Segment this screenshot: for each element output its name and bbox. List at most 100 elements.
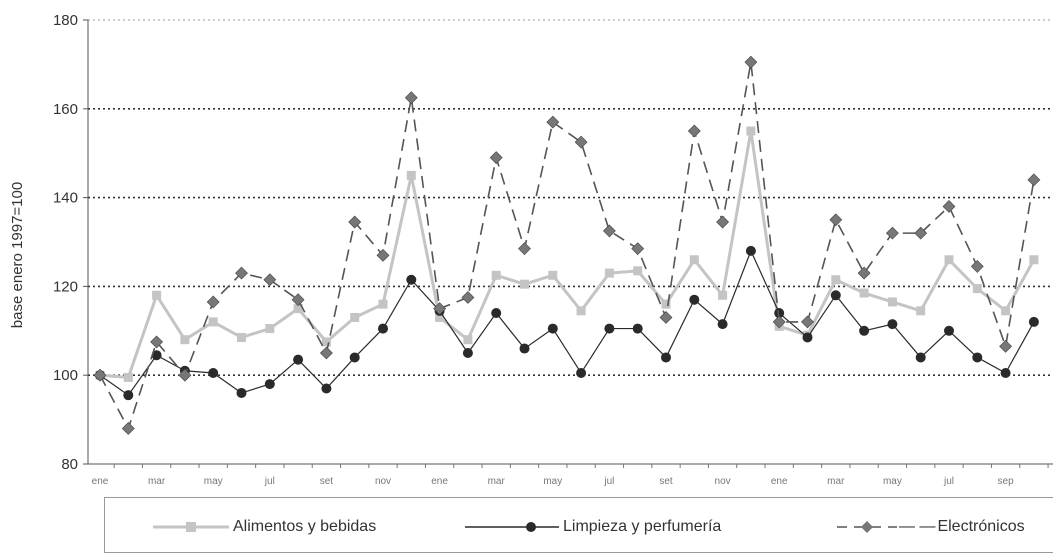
y-axis-label: base enero 1997=100	[9, 182, 26, 328]
point-alimentos	[208, 317, 218, 327]
point-electronicos	[404, 91, 418, 105]
x-tick-label: jul	[264, 476, 275, 487]
point-electronicos	[546, 115, 560, 129]
point-electronicos	[291, 293, 305, 307]
point-alimentos	[1029, 255, 1039, 265]
series-line-alimentos	[99, 129, 1036, 379]
x-tick-label: set	[659, 476, 673, 487]
point-limpieza	[321, 383, 332, 394]
point-alimentos	[180, 335, 190, 345]
point-limpieza	[519, 343, 530, 354]
point-electronicos	[461, 291, 475, 304]
x-tick-label: ene	[92, 476, 109, 487]
point-limpieza	[944, 325, 954, 336]
x-tick-label: mar	[148, 476, 166, 487]
point-electronicos	[829, 213, 843, 227]
point-electronicos	[178, 368, 192, 382]
point-electronicos	[376, 248, 390, 262]
y-tick-label: 100	[53, 367, 78, 384]
point-limpieza	[972, 352, 983, 363]
point-alimentos	[944, 255, 954, 265]
series-electronicos	[93, 55, 1041, 435]
x-tick-label: nov	[715, 476, 731, 487]
point-electronicos	[1027, 173, 1041, 187]
point-electronicos	[772, 315, 786, 329]
y-tick-label: 180	[53, 12, 78, 29]
point-electronicos	[999, 339, 1013, 353]
series-alimentos	[95, 126, 1039, 382]
point-limpieza	[859, 325, 870, 336]
point-limpieza	[774, 308, 785, 319]
point-alimentos	[548, 270, 558, 280]
point-alimentos	[746, 126, 756, 136]
point-alimentos	[406, 170, 416, 180]
point-electronicos	[970, 259, 984, 273]
point-limpieza	[661, 352, 671, 363]
point-limpieza	[236, 387, 247, 398]
legend-swatch-electronicos	[837, 521, 897, 533]
point-alimentos	[265, 324, 275, 334]
point-electronicos	[235, 266, 248, 280]
point-limpieza	[264, 379, 275, 390]
point-alimentos	[350, 312, 360, 322]
point-alimentos	[887, 297, 897, 307]
point-limpieza	[462, 348, 473, 358]
x-tick-label: ene	[771, 476, 788, 487]
point-alimentos	[604, 268, 614, 278]
point-electronicos	[433, 302, 447, 316]
point-limpieza	[491, 308, 502, 319]
point-alimentos	[491, 270, 501, 280]
x-tick-label: mar	[827, 476, 845, 487]
point-electronicos	[914, 226, 928, 240]
point-alimentos	[689, 255, 699, 265]
y-tick-label: 140	[53, 190, 78, 207]
series-line-limpieza	[99, 250, 1035, 396]
legend-label-electronicos: Electrónicos	[937, 518, 1025, 535]
point-limpieza	[830, 290, 841, 301]
legend-swatch-alimentos	[153, 522, 229, 532]
legend-item-electronicos: — — Electrónicos	[835, 516, 1025, 538]
point-alimentos	[831, 275, 841, 285]
point-electronicos	[93, 368, 107, 382]
point-limpieza	[604, 323, 615, 334]
point-limpieza	[293, 354, 304, 365]
point-electronicos	[263, 273, 277, 287]
point-limpieza	[689, 294, 700, 305]
y-tick-label: 120	[53, 278, 78, 295]
point-alimentos	[378, 299, 388, 309]
point-limpieza	[887, 319, 898, 330]
point-alimentos	[661, 299, 671, 309]
point-limpieza	[1028, 316, 1039, 327]
series-limpieza	[95, 245, 1039, 401]
point-electronicos	[602, 224, 616, 238]
point-limpieza	[151, 350, 162, 361]
point-alimentos	[972, 284, 982, 294]
point-limpieza	[632, 323, 643, 334]
grid-lines	[88, 19, 1053, 377]
legend: Alimentos y bebidas Limpieza y perfumerí…	[104, 497, 1053, 553]
x-tick-label: may	[883, 476, 902, 487]
x-tick-label: nov	[375, 476, 391, 487]
x-tick-label: set	[320, 476, 334, 487]
point-electronicos	[744, 55, 758, 69]
y-tick-labels: 80 100 120 140 160 180	[53, 12, 78, 473]
point-electronicos	[348, 215, 362, 229]
point-alimentos	[633, 266, 643, 276]
series-line-electronicos	[99, 61, 1035, 430]
point-alimentos	[237, 332, 246, 342]
legend-label-limpieza: Limpieza y perfumería	[563, 518, 722, 535]
point-electronicos	[121, 422, 135, 435]
point-alimentos	[1001, 306, 1011, 316]
x-tick-labels: ene mar may jul set nov ene mar may jul set nov ene m…	[92, 476, 1014, 487]
axes	[83, 19, 1053, 468]
x-tick-label: may	[204, 476, 223, 487]
legend-prefix-electronicos: — —	[899, 518, 936, 535]
point-electronicos	[574, 135, 588, 149]
x-tick-label: jul	[943, 476, 954, 487]
point-limpieza	[123, 390, 134, 401]
point-electronicos	[942, 200, 956, 213]
point-alimentos	[576, 306, 586, 316]
y-tick-label: 160	[53, 101, 78, 118]
point-limpieza	[717, 319, 728, 330]
